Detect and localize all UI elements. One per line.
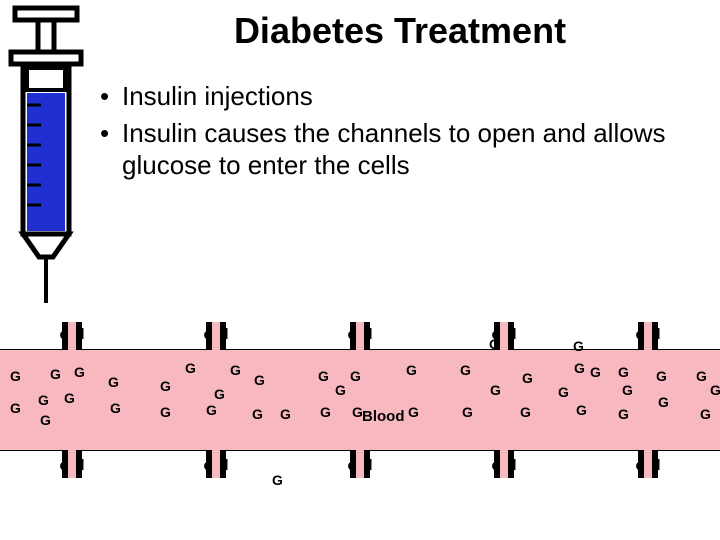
glucose-g: G <box>350 368 361 384</box>
glucose-g: G <box>656 368 667 384</box>
page-title: Diabetes Treatment <box>0 0 720 52</box>
glucose-g: G <box>622 382 633 398</box>
glucose-g: G <box>576 402 587 418</box>
glucose-g: G <box>489 336 500 352</box>
cell-diagram: cell cell cell cell cell cell cell cell … <box>0 320 720 500</box>
glucose-g: G <box>110 400 121 416</box>
glucose-g: G <box>214 386 225 402</box>
glucose-g: G <box>573 338 584 354</box>
glucose-g: G <box>280 406 291 422</box>
bullet-text: Insulin causes the channels to open and … <box>122 117 700 182</box>
glucose-layer: GGGGGGGGGGGGGGGGGGGGGGGGGGGGGGGGGGGGGGGG… <box>0 350 720 450</box>
glucose-g: G <box>335 382 346 398</box>
channel-icon <box>206 322 226 350</box>
glucose-g: G <box>40 412 51 428</box>
channel-icon <box>62 322 82 350</box>
blood-label: Blood <box>362 408 405 425</box>
glucose-g: G <box>558 384 569 400</box>
glucose-g: G <box>700 406 711 422</box>
glucose-g: G <box>406 362 417 378</box>
bullet-item: • Insulin injections <box>100 80 700 113</box>
glucose-g: G <box>230 362 241 378</box>
bullet-list: • Insulin injections • Insulin causes th… <box>100 80 700 186</box>
glucose-g: G <box>590 364 601 380</box>
glucose-g: G <box>696 368 707 384</box>
bullet-item: • Insulin causes the channels to open an… <box>100 117 700 182</box>
channel-icon <box>206 450 226 478</box>
glucose-g: G <box>318 368 329 384</box>
glucose-g: G <box>10 368 21 384</box>
glucose-g: G <box>520 404 531 420</box>
channel-icon <box>638 450 658 478</box>
glucose-g: G <box>710 382 720 398</box>
channel-icon <box>494 450 514 478</box>
bullet-dot-icon: • <box>100 117 114 182</box>
bullet-dot-icon: • <box>100 80 114 113</box>
glucose-g: G <box>74 364 85 380</box>
bullet-text: Insulin injections <box>122 80 313 113</box>
glucose-g: G <box>462 404 473 420</box>
glucose-g: G <box>108 374 119 390</box>
glucose-g: G <box>522 370 533 386</box>
glucose-g: G <box>206 402 217 418</box>
channel-icon <box>638 322 658 350</box>
glucose-g: G <box>160 404 171 420</box>
channel-icon <box>62 450 82 478</box>
glucose-g: G <box>658 394 669 410</box>
glucose-g: G <box>10 400 21 416</box>
glucose-g: G <box>618 406 629 422</box>
glucose-g: G <box>460 362 471 378</box>
glucose-g: G <box>574 360 585 376</box>
glucose-g: G <box>618 364 629 380</box>
channel-icon <box>350 322 370 350</box>
glucose-g: G <box>64 390 75 406</box>
glucose-g: G <box>38 392 49 408</box>
glucose-g: G <box>320 404 331 420</box>
glucose-g: G <box>252 406 263 422</box>
glucose-g: G <box>50 366 61 382</box>
glucose-g: G <box>408 404 419 420</box>
syringe-icon <box>5 5 95 305</box>
glucose-g: G <box>490 382 501 398</box>
glucose-g: G <box>160 378 171 394</box>
glucose-g: G <box>272 472 283 488</box>
glucose-g: G <box>254 372 265 388</box>
glucose-g: G <box>185 360 196 376</box>
channel-icon <box>350 450 370 478</box>
